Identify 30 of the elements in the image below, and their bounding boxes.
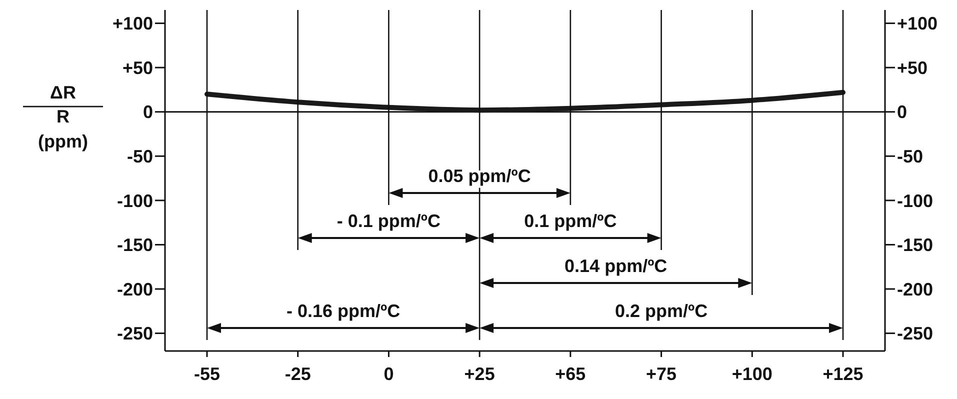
annotation: 0.14 ppm/ºC: [564, 256, 668, 276]
x-tick-label: +75: [646, 364, 677, 384]
annotation: - 0.1 ppm/ºC: [336, 211, 441, 231]
x-tick-label: -25: [284, 364, 311, 384]
y2-tick-label: 0: [897, 102, 908, 122]
annotation: - 0.16 ppm/ºC: [286, 301, 400, 321]
y-tick-label: -100: [116, 190, 153, 211]
y-axis-title: ΔR R (ppm): [38, 82, 88, 152]
x-tick-label: 0: [384, 364, 394, 384]
x-tick-label: +100: [732, 364, 772, 384]
y-tick-label: 0: [142, 102, 153, 122]
x-tick-label: +125: [822, 364, 864, 384]
y2-tick-label: -100: [897, 190, 934, 211]
y2-tick-label: +100: [897, 14, 938, 34]
y-tick-label: -150: [116, 235, 153, 256]
y2-tick-label: -200: [897, 279, 934, 300]
annotation: 0.2 ppm/ºC: [614, 301, 708, 321]
x-tick-label: +65: [555, 364, 586, 384]
y-tick-label: -50: [126, 146, 153, 167]
y2-tick-label: -250: [897, 324, 934, 344]
y-tick-label: -200: [116, 279, 153, 300]
y2-tick-label: -150: [897, 235, 934, 256]
y-tick-label: +50: [122, 58, 153, 78]
y-tick-label: -250: [116, 324, 153, 344]
x-tick-label: -55: [194, 364, 220, 384]
annotation: 0.1 ppm/ºC: [524, 211, 617, 231]
y2-tick-label: +50: [897, 58, 928, 78]
y2-tick-label: -50: [897, 146, 924, 167]
x-tick-label: +25: [464, 364, 495, 384]
y-tick-label: +100: [112, 14, 153, 34]
